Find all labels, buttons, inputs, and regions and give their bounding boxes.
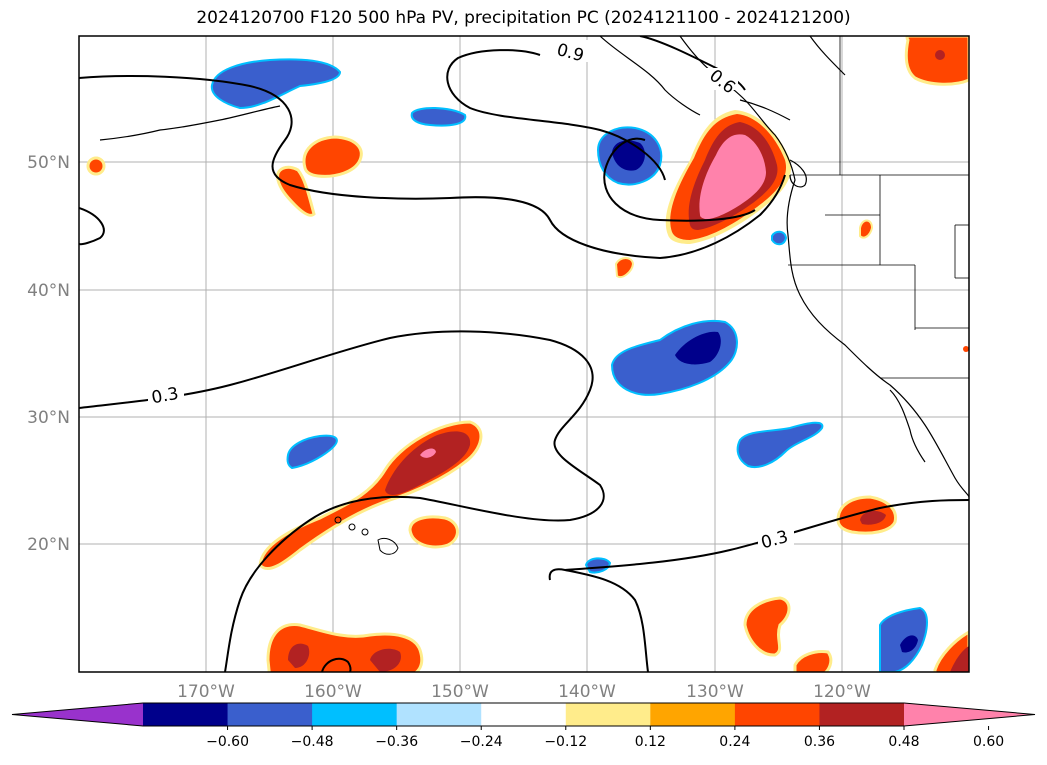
colorbar-tick-label: −0.24	[460, 734, 503, 750]
colorbar-outline	[11, 702, 1036, 727]
colorbar-tick-label: 0.60	[973, 734, 1004, 750]
lon-label-170w: 170°W	[177, 682, 235, 702]
colorbar-segment	[565, 703, 651, 726]
colorbar-segment	[143, 703, 229, 726]
colorbar-extend-low	[12, 703, 143, 726]
state-borders	[788, 36, 969, 379]
lat-label-20n: 20°N	[27, 535, 70, 555]
colorbar: −0.60 −0.48 −0.36 −0.24 −0.12 0.12 0.24 0.36 0.4…	[11, 702, 1036, 750]
colorbar-segment	[227, 703, 313, 726]
colorbar-segment	[396, 703, 482, 726]
colorbar-segment	[819, 703, 905, 726]
colorbar-segment	[312, 703, 398, 726]
colorbar-tick-label: 0.12	[635, 734, 666, 750]
lon-label-140w: 140°W	[558, 682, 616, 702]
lon-label-120w: 120°W	[813, 682, 871, 702]
colorbar-tick-label: −0.36	[375, 734, 418, 750]
colorbar-tick-label: 0.48	[888, 734, 919, 750]
colorbar-segment	[481, 703, 567, 726]
map-border	[78, 35, 970, 673]
colorbar-extend-high	[904, 703, 1035, 726]
lon-label-130w: 130°W	[686, 682, 744, 702]
map-title: 2024120700 F120 500 hPa PV, precipitatio…	[196, 8, 851, 28]
colorbar-tick-label: 0.36	[804, 734, 835, 750]
colorbar-tick-label: −0.12	[544, 734, 587, 750]
colorbar-tick-label: 0.24	[719, 734, 750, 750]
colorbar-tick-label: −0.60	[206, 734, 249, 750]
lon-label-160w: 160°W	[304, 682, 362, 702]
lon-label-150w: 150°W	[431, 682, 489, 702]
map-area	[79, 36, 969, 672]
positive-anomaly-blobs	[86, 36, 969, 672]
colorbar-segment	[650, 703, 736, 726]
lat-label-50n: 50°N	[27, 153, 70, 173]
hawaiian-islands	[334, 516, 399, 555]
colorbar-segment	[734, 703, 820, 726]
colorbar-tick-label: −0.48	[291, 734, 334, 750]
negative-anomaly-blobs	[210, 58, 928, 672]
contour-label-0-3-west: 0.3	[150, 384, 180, 408]
lat-label-30n: 30°N	[27, 408, 70, 428]
coastlines	[99, 36, 969, 498]
lat-label-40n: 40°N	[27, 281, 70, 301]
